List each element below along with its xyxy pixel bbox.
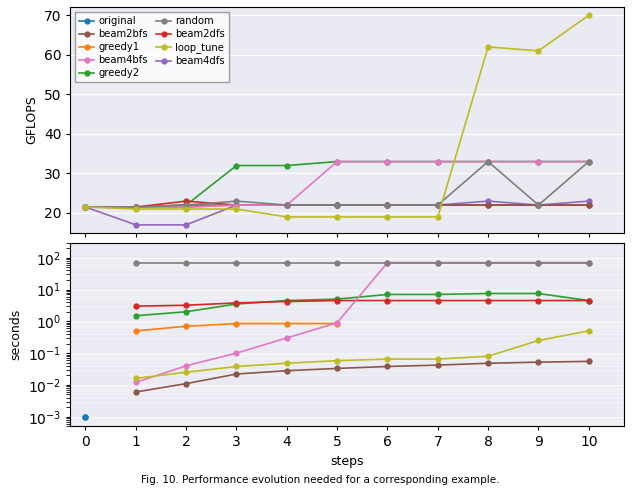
- Line: random: random: [83, 159, 591, 210]
- beam2bfs: [82, 204, 90, 210]
- beam4bfs: [82, 204, 90, 210]
- Y-axis label: GFLOPS: GFLOPS: [25, 96, 38, 145]
- beam4dfs: [434, 202, 442, 208]
- greedy2: [233, 163, 241, 169]
- Line: beam4dfs: beam4dfs: [83, 198, 591, 227]
- greedy1: [434, 202, 442, 208]
- beam4bfs: [585, 159, 593, 165]
- greedy2: [383, 159, 391, 165]
- random: [434, 202, 442, 208]
- random: [333, 202, 341, 208]
- Line: greedy1: greedy1: [83, 203, 440, 210]
- beam2dfs: [434, 202, 442, 208]
- beam4bfs: [233, 202, 241, 208]
- beam4bfs: [484, 159, 492, 165]
- greedy1: [383, 202, 391, 208]
- greedy2: [484, 159, 492, 165]
- greedy1: [333, 202, 341, 208]
- loop_tune: [585, 12, 593, 18]
- beam2dfs: [585, 202, 593, 208]
- beam2bfs: [233, 202, 241, 208]
- beam2bfs: [132, 204, 140, 210]
- beam2bfs: [484, 202, 492, 208]
- greedy1: [182, 204, 190, 210]
- greedy2: [283, 163, 291, 169]
- greedy1: [283, 202, 291, 208]
- beam2bfs: [283, 202, 291, 208]
- beam4dfs: [233, 202, 241, 208]
- beam4bfs: [182, 204, 190, 210]
- beam2dfs: [333, 202, 341, 208]
- beam4dfs: [283, 202, 291, 208]
- random: [182, 202, 190, 208]
- beam4bfs: [333, 159, 341, 165]
- Y-axis label: seconds: seconds: [10, 309, 22, 360]
- greedy2: [333, 159, 341, 165]
- random: [233, 198, 241, 204]
- beam2dfs: [283, 202, 291, 208]
- Line: greedy2: greedy2: [83, 159, 591, 210]
- loop_tune: [383, 214, 391, 220]
- greedy1: [132, 204, 140, 210]
- greedy2: [82, 204, 90, 210]
- beam4dfs: [383, 202, 391, 208]
- loop_tune: [333, 214, 341, 220]
- greedy1: [233, 202, 241, 208]
- greedy2: [434, 159, 442, 165]
- beam4bfs: [132, 204, 140, 210]
- loop_tune: [283, 214, 291, 220]
- loop_tune: [82, 204, 90, 210]
- loop_tune: [233, 206, 241, 212]
- beam2bfs: [534, 202, 542, 208]
- loop_tune: [534, 48, 542, 54]
- greedy2: [534, 159, 542, 165]
- loop_tune: [132, 206, 140, 212]
- beam2dfs: [233, 202, 241, 208]
- beam4dfs: [333, 202, 341, 208]
- beam4dfs: [132, 222, 140, 228]
- loop_tune: [182, 206, 190, 212]
- loop_tune: [434, 214, 442, 220]
- beam4bfs: [434, 159, 442, 165]
- X-axis label: steps: steps: [330, 455, 364, 468]
- greedy1: [82, 204, 90, 210]
- greedy2: [132, 204, 140, 210]
- beam4bfs: [383, 159, 391, 165]
- random: [283, 202, 291, 208]
- beam4dfs: [585, 198, 593, 204]
- Line: beam2bfs: beam2bfs: [83, 203, 591, 210]
- greedy2: [585, 159, 593, 165]
- beam4dfs: [182, 222, 190, 228]
- random: [484, 159, 492, 165]
- greedy2: [182, 202, 190, 208]
- Legend: original, beam2bfs, greedy1, beam4bfs, greedy2, random, beam2dfs, loop_tune, bea: original, beam2bfs, greedy1, beam4bfs, g…: [76, 12, 228, 82]
- loop_tune: [484, 44, 492, 50]
- beam4dfs: [82, 204, 90, 210]
- beam2dfs: [534, 202, 542, 208]
- beam2dfs: [182, 198, 190, 204]
- beam2dfs: [383, 202, 391, 208]
- random: [132, 204, 140, 210]
- beam4bfs: [534, 159, 542, 165]
- beam2bfs: [434, 202, 442, 208]
- beam2bfs: [383, 202, 391, 208]
- beam2bfs: [333, 202, 341, 208]
- beam4dfs: [484, 198, 492, 204]
- Line: beam2dfs: beam2dfs: [83, 198, 591, 210]
- Line: loop_tune: loop_tune: [83, 13, 591, 220]
- beam2dfs: [82, 204, 90, 210]
- beam2dfs: [132, 204, 140, 210]
- random: [585, 159, 593, 165]
- random: [383, 202, 391, 208]
- Line: beam4bfs: beam4bfs: [83, 159, 591, 210]
- beam4dfs: [534, 202, 542, 208]
- Text: Fig. 10. Performance evolution needed for a corresponding example.: Fig. 10. Performance evolution needed fo…: [141, 475, 499, 485]
- random: [534, 202, 542, 208]
- beam2bfs: [182, 202, 190, 208]
- beam4bfs: [283, 202, 291, 208]
- beam2dfs: [484, 202, 492, 208]
- beam2bfs: [585, 202, 593, 208]
- random: [82, 204, 90, 210]
